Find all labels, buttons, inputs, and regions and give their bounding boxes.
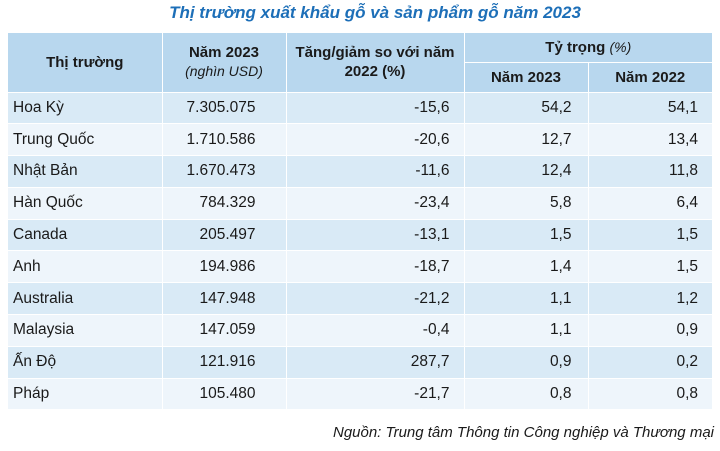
market-cell: Hàn Quốc [8, 187, 163, 220]
table-row: Hoa Kỳ 7.305.075 -15,6 54,2 54,1 [8, 92, 713, 125]
table-row: Australia 147.948 -21,2 1,1 1,2 [8, 282, 713, 316]
change-cell: -20,6 [286, 123, 465, 157]
table-row: Trung Quốc 1.710.586 -20,6 12,7 13,4 [8, 123, 713, 157]
value-cell: 147.059 [162, 314, 287, 347]
value-cell: 121.916 [162, 346, 287, 379]
header-share-label: Tỷ trọng [545, 38, 606, 56]
header-share-2023: Năm 2023 [464, 62, 589, 93]
market-cell: Nhật Bản [8, 155, 163, 188]
share-2022-cell: 54,1 [588, 92, 713, 125]
share-2023-cell: 1,4 [464, 250, 589, 284]
table-row: Hàn Quốc 784.329 -23,4 5,8 6,4 [8, 187, 713, 220]
share-2023-cell: 0,8 [464, 378, 589, 411]
source-note: Nguồn: Trung tâm Thông tin Công nghiệp v… [332, 424, 714, 441]
share-2022-cell: 0,8 [588, 378, 713, 411]
header-value-unit: (nghìn USD) [185, 63, 263, 80]
share-2023-cell: 54,2 [464, 92, 589, 125]
change-cell: -23,4 [286, 187, 465, 220]
market-cell: Ấn Độ [8, 346, 163, 379]
export-markets-table: Thị trường Năm 2023 (nghìn USD) Tăng/giả… [8, 33, 713, 411]
header-share-unit: (%) [609, 38, 632, 55]
header-value-label: Năm 2023 [188, 44, 260, 62]
header-change-label: Tăng/giảm so với năm [295, 44, 455, 62]
share-2022-cell: 1,2 [588, 282, 713, 316]
value-cell: 1.670.473 [162, 155, 287, 188]
change-cell: -21,2 [286, 282, 465, 316]
market-cell: Pháp [8, 378, 163, 411]
value-cell: 784.329 [162, 187, 287, 220]
table-row: Pháp 105.480 -21,7 0,8 0,8 [8, 378, 713, 411]
header-share-group: Tỷ trọng (%) [464, 33, 713, 63]
table-title: Thị trường xuất khẩu gỗ và sản phẩm gỗ n… [169, 3, 581, 22]
share-2022-cell: 0,9 [588, 314, 713, 347]
share-2022-cell: 1,5 [588, 219, 713, 252]
market-cell: Canada [8, 219, 163, 252]
share-2023-cell: 1,5 [464, 219, 589, 252]
share-2022-cell: 6,4 [588, 187, 713, 220]
header-market-label: Thị trường [46, 53, 124, 71]
share-2023-cell: 0,9 [464, 346, 589, 379]
change-cell: -11,6 [286, 155, 465, 188]
header-change: Tăng/giảm so với năm 2022 (%) [286, 33, 465, 93]
table-body: Hoa Kỳ 7.305.075 -15,6 54,2 54,1 Trung Quốc 1.… [8, 92, 713, 411]
change-cell: -21,7 [286, 378, 465, 411]
share-2023-cell: 12,4 [464, 155, 589, 188]
share-2023-cell: 1,1 [464, 282, 589, 316]
change-cell: -15,6 [286, 92, 465, 125]
table-header: Thị trường Năm 2023 (nghìn USD) Tăng/giả… [8, 33, 713, 93]
table-row: Ấn Độ 121.916 287,7 0,9 0,2 [8, 346, 713, 379]
table-row: Nhật Bản 1.670.473 -11,6 12,4 11,8 [8, 155, 713, 188]
market-cell: Australia [8, 282, 163, 316]
share-2023-cell: 12,7 [464, 123, 589, 157]
share-2022-cell: 11,8 [588, 155, 713, 188]
table-row: Anh 194.986 -18,7 1,4 1,5 [8, 250, 713, 284]
change-cell: -0,4 [286, 314, 465, 347]
market-cell: Hoa Kỳ [8, 92, 163, 125]
share-2023-cell: 5,8 [464, 187, 589, 220]
share-2022-cell: 1,5 [588, 250, 713, 284]
value-cell: 1.710.586 [162, 123, 287, 157]
change-cell: -13,1 [286, 219, 465, 252]
header-share-2022: Năm 2022 [588, 62, 713, 93]
value-cell: 7.305.075 [162, 92, 287, 125]
header-value: Năm 2023 (nghìn USD) [162, 33, 287, 93]
change-cell: 287,7 [286, 346, 465, 379]
market-cell: Malaysia [8, 314, 163, 347]
value-cell: 205.497 [162, 219, 287, 252]
share-2022-cell: 0,2 [588, 346, 713, 379]
value-cell: 194.986 [162, 250, 287, 284]
header-change-label-2: 2022 (%) [344, 63, 406, 81]
table-row: Malaysia 147.059 -0,4 1,1 0,9 [8, 314, 713, 347]
header-market: Thị trường [8, 33, 163, 93]
market-cell: Anh [8, 250, 163, 284]
value-cell: 105.480 [162, 378, 287, 411]
share-2022-cell: 13,4 [588, 123, 713, 157]
value-cell: 147.948 [162, 282, 287, 316]
market-cell: Trung Quốc [8, 123, 163, 157]
table-row: Canada 205.497 -13,1 1,5 1,5 [8, 219, 713, 252]
share-2023-cell: 1,1 [464, 314, 589, 347]
change-cell: -18,7 [286, 250, 465, 284]
